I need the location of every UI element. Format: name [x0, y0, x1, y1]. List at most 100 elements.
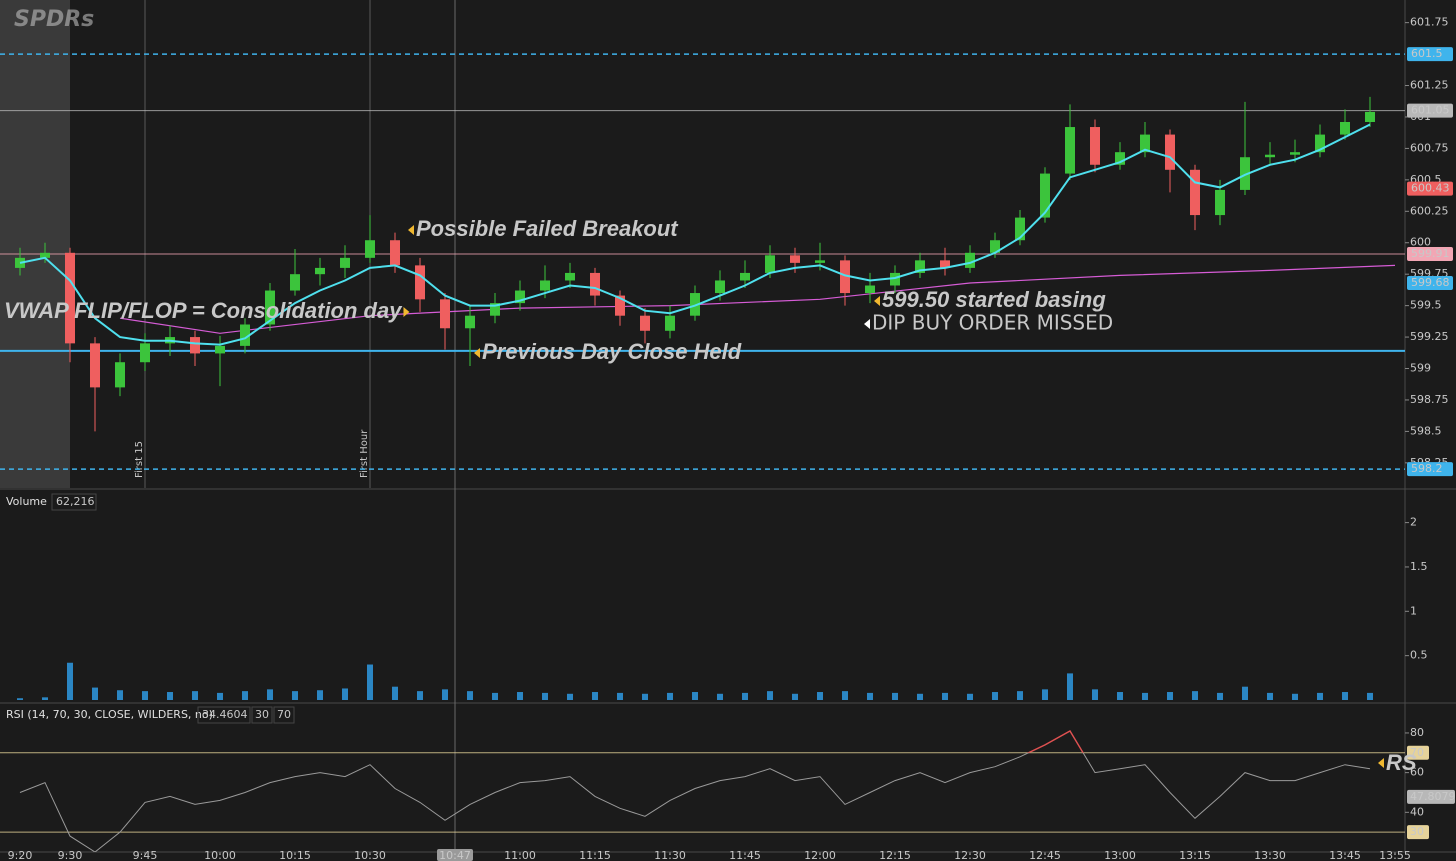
- y-tick-label: 60: [1410, 766, 1424, 779]
- price-level-label: 598.2: [1411, 462, 1443, 475]
- price-level-box: [1407, 247, 1453, 262]
- candle-body: [840, 260, 850, 294]
- panel-title: Volume: [6, 495, 47, 508]
- x-tick-label: 9:20: [8, 849, 33, 861]
- candle-body: [865, 285, 875, 294]
- candle-body: [1140, 134, 1150, 153]
- x-tick-label: 11:00: [504, 849, 536, 861]
- y-tick-label: 80: [1410, 726, 1424, 739]
- volume-bar: [92, 687, 98, 700]
- x-tick-label: 13:30: [1254, 849, 1286, 861]
- x-tick-label: 12:15: [879, 849, 911, 861]
- candle-body: [790, 255, 800, 263]
- y-tick-label: 600: [1410, 236, 1431, 249]
- candle-body: [365, 240, 375, 258]
- volume-bar: [767, 691, 773, 700]
- volume-bar: [1267, 692, 1273, 700]
- candle-body: [490, 303, 500, 316]
- rsi-level-box: [1407, 825, 1429, 840]
- y-tick-label: 598.75: [1410, 393, 1449, 406]
- volume-bar: [1067, 673, 1073, 700]
- annotation-pointer: [403, 307, 410, 317]
- x-tick-label: 9:30: [58, 849, 83, 861]
- volume-bar: [367, 664, 373, 700]
- volume-bar: [642, 693, 648, 700]
- session-marker-label: First 15: [134, 441, 145, 478]
- x-tick-label: 11:45: [729, 849, 761, 861]
- price-level-box: [1407, 103, 1453, 118]
- volume-bar: [517, 692, 523, 700]
- volume-bar: [467, 691, 473, 700]
- candle-body: [340, 257, 350, 268]
- volume-bar: [792, 693, 798, 700]
- candle-body: [940, 260, 950, 268]
- candle-body: [40, 252, 50, 258]
- volume-bar: [1017, 691, 1023, 700]
- y-tick-label: 2: [1410, 516, 1417, 529]
- panel-title: RSI (14, 70, 30, CLOSE, WILDERS, no): [6, 708, 213, 721]
- x-tick-label: 12:00: [804, 849, 836, 861]
- annotation: Previous Day Close Held: [482, 339, 742, 364]
- premarket-shade: [0, 0, 70, 488]
- rsi-level-header: 70: [277, 708, 291, 721]
- volume-bar: [867, 692, 873, 700]
- x-tick-label: 10:30: [354, 849, 386, 861]
- volume-bar: [267, 689, 273, 700]
- x-tick-label: 9:45: [133, 849, 158, 861]
- price-level-label: 599.68: [1411, 276, 1450, 289]
- volume-bar: [1167, 692, 1173, 700]
- candle-body: [1065, 127, 1075, 174]
- volume-bar: [217, 692, 223, 700]
- candle-body: [965, 252, 975, 268]
- volume-bar: [1042, 689, 1048, 700]
- annotation-pointer: [408, 225, 414, 235]
- x-tick-label: 12:30: [954, 849, 986, 861]
- candle-body: [1190, 169, 1200, 216]
- volume-bar: [117, 690, 123, 700]
- vwap-line: [119, 264, 1396, 334]
- x-tick-label: 13:45: [1329, 849, 1361, 861]
- cursor-box: [437, 849, 473, 861]
- volume-bar: [892, 692, 898, 700]
- candle-body: [690, 293, 700, 316]
- volume-bar: [692, 692, 698, 700]
- volume-bar: [292, 691, 298, 700]
- x-tick-label: 13:00: [1104, 849, 1136, 861]
- rsi-level-label: 70: [1410, 746, 1424, 759]
- y-tick-label: 598.5: [1410, 424, 1442, 437]
- candle-body: [465, 315, 475, 329]
- volume-bar: [1192, 691, 1198, 700]
- volume-bar: [1292, 693, 1298, 700]
- volume-bar: [67, 662, 73, 700]
- candle-body: [1290, 152, 1300, 155]
- volume-bar: [942, 692, 948, 700]
- candle-body: [640, 315, 650, 331]
- volume-bar: [42, 697, 48, 700]
- volume-bar: [1117, 692, 1123, 700]
- price-level-label: 601.5: [1411, 47, 1443, 60]
- volume-bar: [317, 690, 323, 700]
- price-level-label: 601.05: [1411, 104, 1450, 117]
- candle-body: [815, 260, 825, 263]
- annotation: Possible Failed Breakout: [416, 216, 679, 241]
- annotation-pointer: [474, 348, 480, 358]
- y-tick-label: 601.75: [1410, 16, 1449, 29]
- volume-bar: [817, 692, 823, 700]
- volume-bar: [842, 691, 848, 700]
- rsi-level-box: [1407, 745, 1429, 760]
- y-tick-label: 600.75: [1410, 141, 1449, 154]
- candle-body: [1015, 217, 1025, 241]
- rsi-group: [19, 730, 1371, 852]
- volume-bar: [717, 693, 723, 700]
- candle-body: [190, 337, 200, 354]
- rsi-last-box: [1407, 789, 1455, 804]
- volume-bar: [142, 691, 148, 700]
- volume-bar: [192, 691, 198, 700]
- x-tick-label: 12:45: [1029, 849, 1061, 861]
- annotation-pointer: [1378, 758, 1384, 768]
- volume-bar: [167, 692, 173, 700]
- candle-body: [440, 299, 450, 329]
- candle-body: [265, 290, 275, 325]
- y-tick-label: 1.5: [1410, 560, 1428, 573]
